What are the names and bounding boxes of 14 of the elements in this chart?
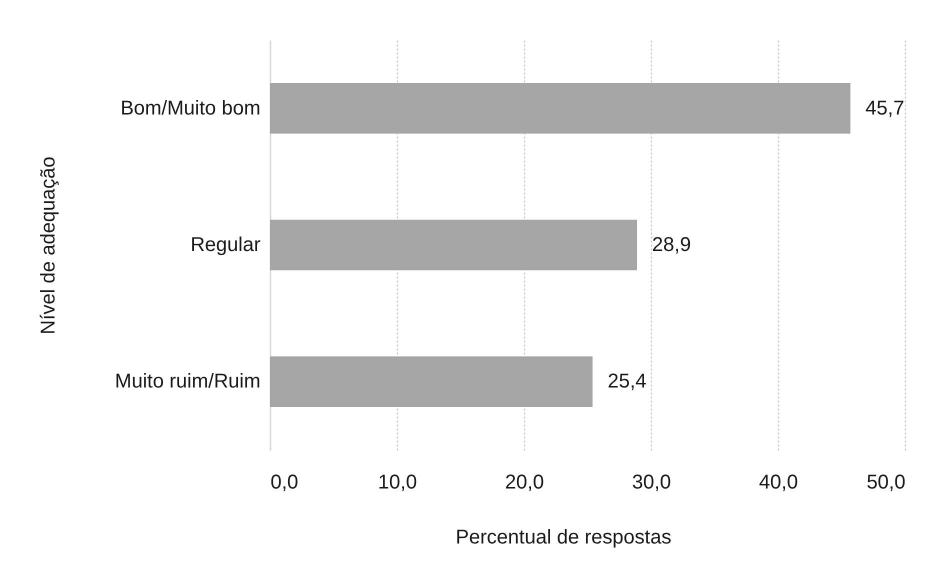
x-tick-label: 50,0 — [866, 472, 906, 494]
y-tick-label: Muito ruim/Ruim — [114, 370, 260, 393]
x-tick-label: 10,0 — [378, 472, 417, 494]
data-label: 28,9 — [652, 234, 691, 256]
data-label: 45,7 — [865, 97, 904, 120]
data-label: 25,4 — [608, 370, 647, 393]
x-tick-label: 40,0 — [759, 472, 798, 494]
x-tick-label: 30,0 — [632, 472, 671, 494]
x-tick-label: 20,0 — [505, 472, 544, 494]
y-tick-label: Regular — [190, 234, 261, 256]
x-axis-title: Percentual de respostas — [456, 526, 672, 548]
x-tick-label: 0,0 — [270, 472, 298, 494]
y-axis-title: Nível de adequação — [38, 156, 60, 334]
y-tick-label: Bom/Muito bom — [120, 97, 260, 120]
